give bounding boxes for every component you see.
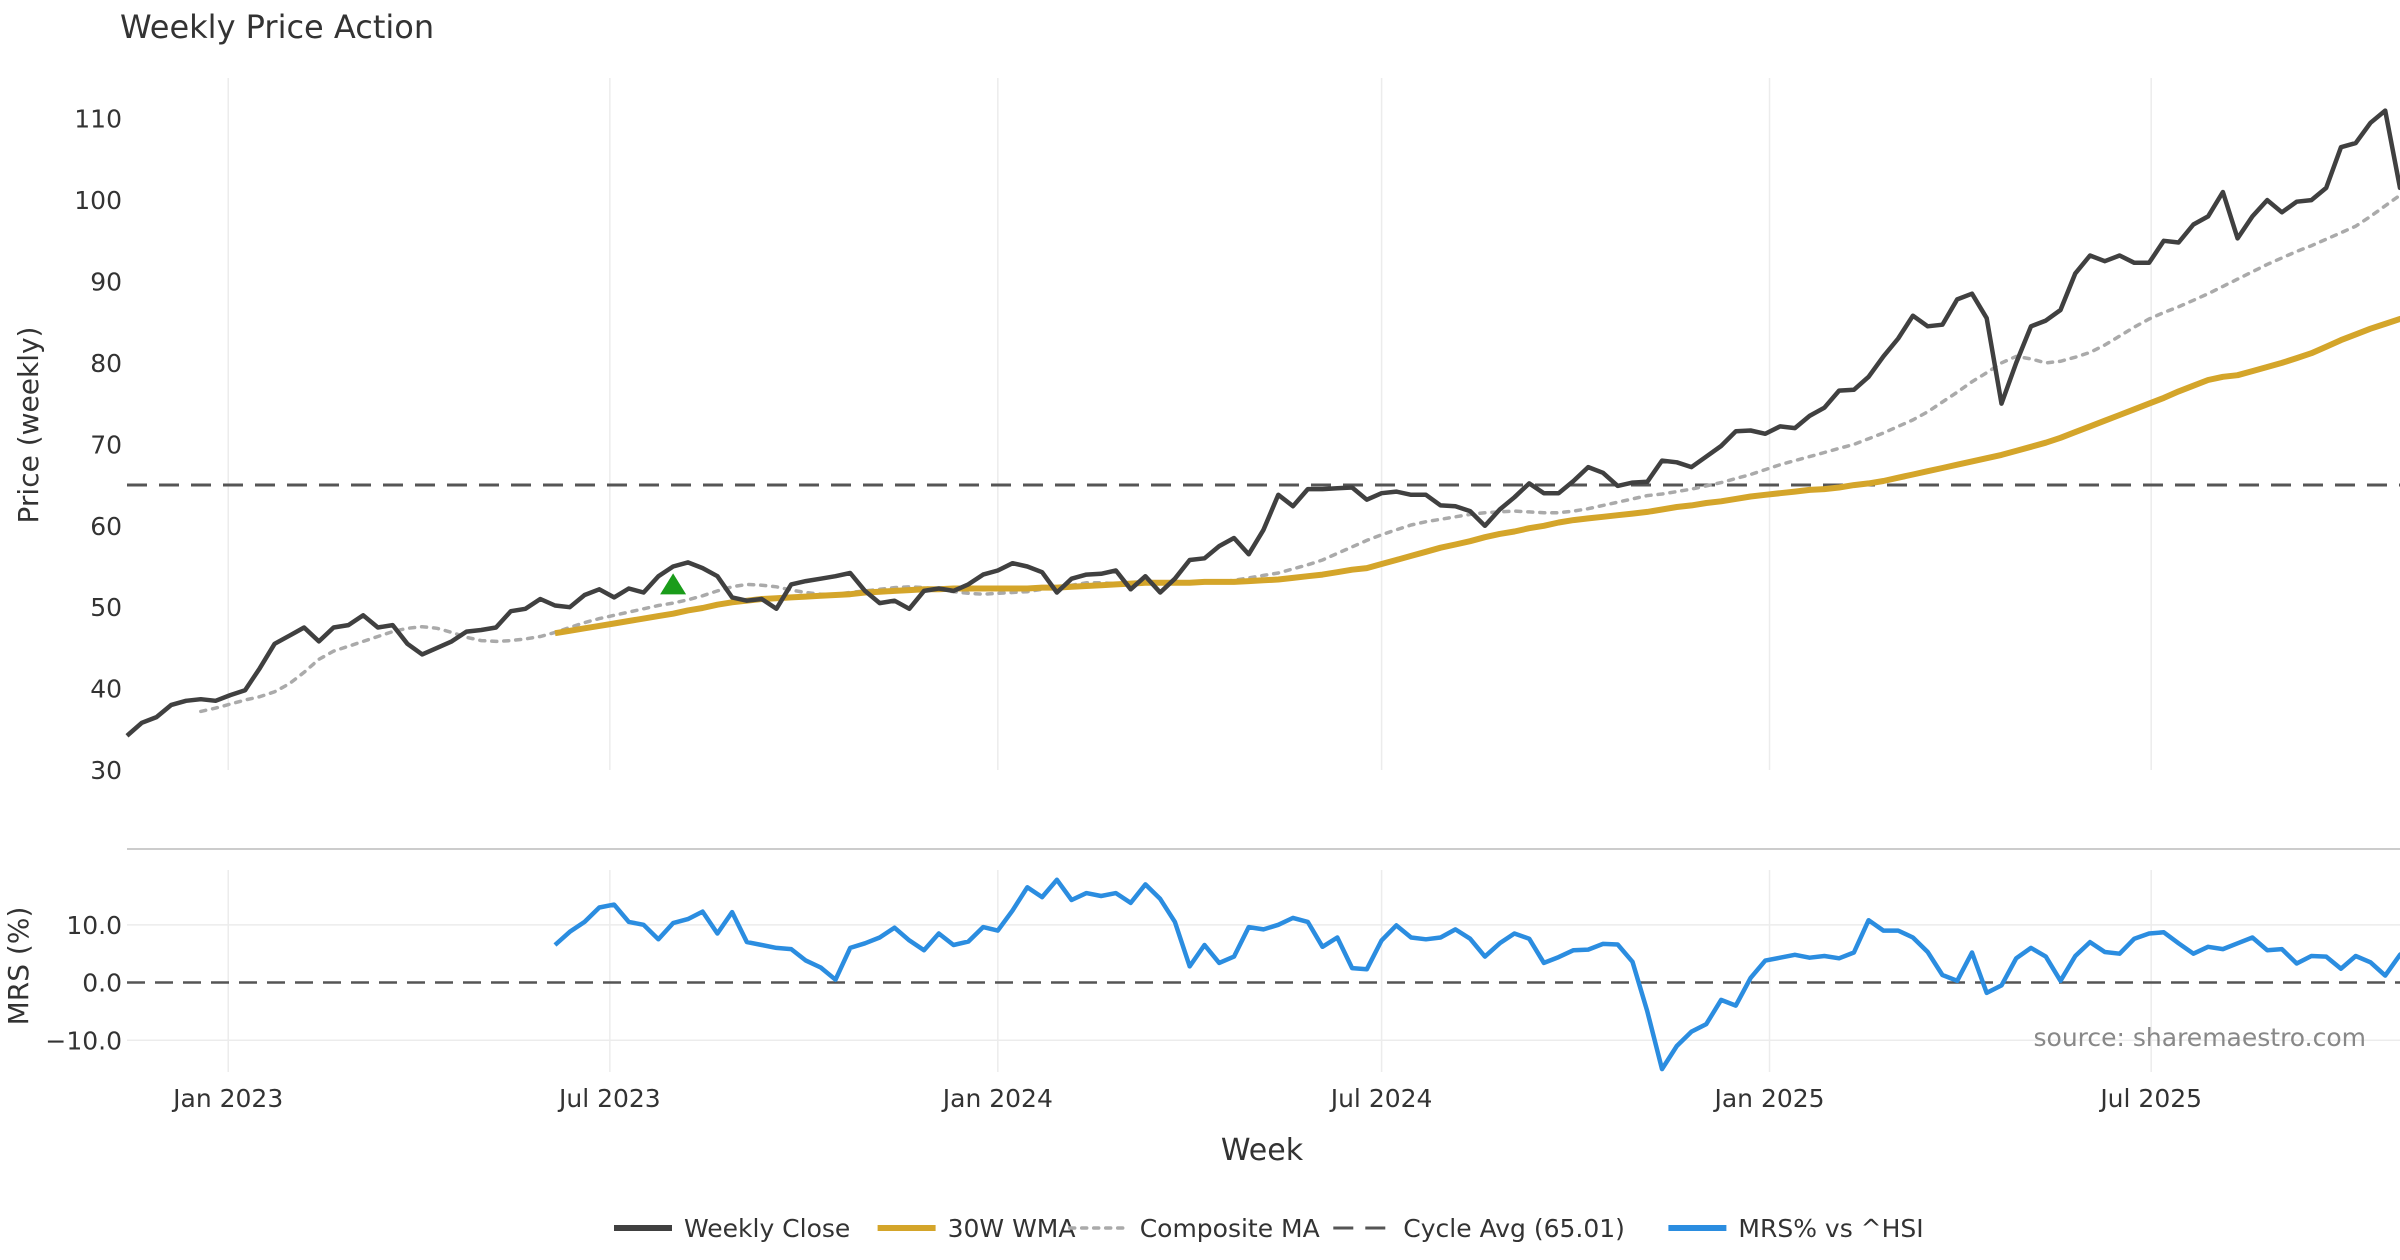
mrs-y-ticks: −10.0 0.0 10.0	[45, 911, 2400, 1055]
x-tick-label: Jul 2024	[1329, 1084, 1433, 1113]
price-y-tick-label: 80	[90, 349, 122, 378]
weekly-close-line	[125, 108, 2400, 738]
price-y-ticks: 30 40 50 60 70 80 90 100 110	[74, 105, 122, 785]
price-y-axis-label: Price (weekly)	[12, 327, 45, 524]
price-y-tick-label: 50	[90, 593, 122, 622]
legend-label: 30W WMA	[948, 1214, 1076, 1243]
mrs-line	[553, 877, 2400, 1072]
legend-item: Weekly Close	[614, 1214, 850, 1243]
mrs-y-tick-label: −10.0	[45, 1026, 122, 1055]
mrs-y-axis-label: MRS (%)	[2, 907, 35, 1026]
x-tick-label: Jul 2025	[2098, 1084, 2202, 1113]
vertical-gridlines	[227, 78, 2152, 1072]
x-tick-label: Jul 2023	[557, 1084, 661, 1113]
x-tick-label: Jan 2025	[1712, 1084, 1824, 1113]
x-tick-label: Jan 2023	[171, 1084, 283, 1113]
legend-label: Composite MA	[1140, 1214, 1320, 1243]
price-y-tick-label: 100	[74, 186, 122, 215]
x-tick-labels: Jan 2023 Jul 2023 Jan 2024 Jul 2024 Jan 2025…	[171, 1084, 2202, 1113]
chart-title: Weekly Price Action	[120, 8, 434, 46]
legend-item: Cycle Avg (65.01)	[1333, 1214, 1625, 1243]
x-axis-label: Week	[1221, 1133, 1304, 1168]
legend-item: Composite MA	[1067, 1214, 1320, 1243]
legend-label: MRS% vs ^HSI	[1738, 1214, 1923, 1243]
price-y-tick-label: 70	[90, 430, 122, 459]
mrs-panel: −10.0 0.0 10.0 MRS (%) source: sharemaestr…	[2, 877, 2400, 1072]
price-y-tick-label: 40	[90, 675, 122, 704]
source-attribution: source: sharemaestro.com	[2034, 1023, 2367, 1052]
price-y-tick-label: 110	[74, 105, 122, 134]
wma-30w-line	[554, 315, 2400, 637]
legend: Weekly Close 30W WMA Composite MA Cycle Avg…	[614, 1214, 1924, 1243]
composite-ma-line	[199, 193, 2400, 714]
mrs-y-tick-label: 0.0	[82, 969, 122, 998]
legend-item: 30W WMA	[877, 1214, 1076, 1243]
price-y-tick-label: 60	[90, 512, 122, 541]
x-tick-label: Jan 2024	[941, 1084, 1053, 1113]
legend-item: MRS% vs ^HSI	[1668, 1214, 1924, 1243]
legend-label: Cycle Avg (65.01)	[1403, 1214, 1625, 1243]
mrs-y-tick-label: 10.0	[66, 911, 122, 940]
price-y-tick-label: 30	[90, 756, 122, 785]
buy-signal-marker	[660, 573, 687, 595]
legend-label: Weekly Close	[684, 1214, 850, 1243]
price-y-tick-label: 90	[90, 268, 122, 297]
price-panel: 30 40 50 60 70 80 90 100 110 Price (weekly)	[12, 105, 2400, 785]
